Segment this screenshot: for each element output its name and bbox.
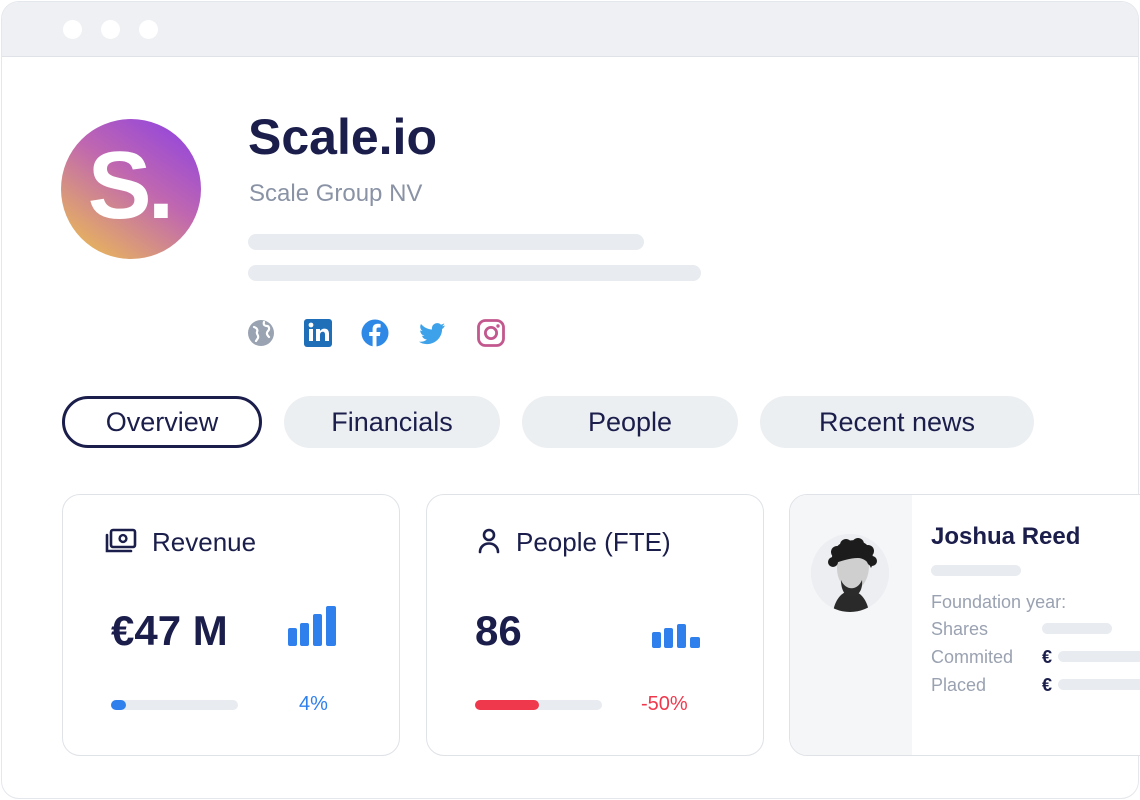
company-name: Scale.io (248, 109, 437, 165)
revenue-title: Revenue (152, 527, 257, 557)
window-dot-minimize[interactable] (101, 20, 120, 39)
committed-currency: € (1042, 647, 1053, 667)
company-logo: S. (61, 119, 201, 259)
revenue-card[interactable]: Revenue €47 M 4% (62, 494, 400, 756)
instagram-icon[interactable] (476, 318, 506, 348)
people-value: 86 (475, 607, 522, 654)
tab-recent-news[interactable]: Recent news (760, 396, 1034, 448)
revenue-bar-chart-icon (288, 606, 336, 646)
placed-label: Placed (931, 675, 987, 695)
placed-value-placeholder (1058, 679, 1140, 690)
description-placeholder-line (248, 265, 701, 281)
tab-financials[interactable]: Financials (284, 396, 500, 448)
company-logo-letter: S. (87, 132, 175, 239)
revenue-progress-fill (111, 700, 127, 710)
people-progress-track (475, 700, 602, 710)
people-title: People (FTE) (516, 527, 671, 557)
company-legal-name: Scale Group NV (249, 180, 423, 207)
revenue-progress-track (111, 700, 238, 710)
globe-icon[interactable] (246, 318, 276, 348)
person-card[interactable]: Joshua Reed Foundation year: Shares Comm… (789, 494, 1140, 756)
window-titlebar (2, 2, 1138, 57)
people-progress-fill (475, 700, 539, 710)
tab-people[interactable]: People (522, 396, 738, 448)
shares-label: Shares (931, 619, 989, 639)
avatar (811, 534, 889, 612)
window-dot-close[interactable] (63, 20, 82, 39)
placed-currency: € (1042, 675, 1053, 695)
person-name: Joshua Reed (931, 523, 1081, 550)
person-card-sidebar (790, 495, 912, 755)
people-card[interactable]: People (FTE) 86 -50% (426, 494, 764, 756)
revenue-change: 4% (299, 693, 328, 715)
money-icon (105, 528, 137, 553)
description-placeholder-line (248, 234, 644, 250)
people-bar-chart-icon (652, 624, 700, 648)
window-dot-maximize[interactable] (139, 20, 158, 39)
linkedin-icon[interactable] (303, 318, 333, 348)
committed-value-placeholder (1058, 651, 1140, 662)
person-icon (478, 528, 500, 554)
facebook-icon[interactable] (360, 318, 390, 348)
committed-label: Commited (931, 647, 1014, 667)
tab-overview[interactable]: Overview (62, 396, 262, 448)
revenue-value: €47 M (111, 607, 228, 654)
people-change: -50% (641, 693, 688, 715)
person-role-placeholder (931, 565, 1021, 576)
foundation-year-label: Foundation year: (931, 592, 1067, 612)
twitter-icon[interactable] (417, 318, 447, 348)
avatar-portrait (811, 534, 889, 612)
shares-value-placeholder (1042, 623, 1112, 634)
